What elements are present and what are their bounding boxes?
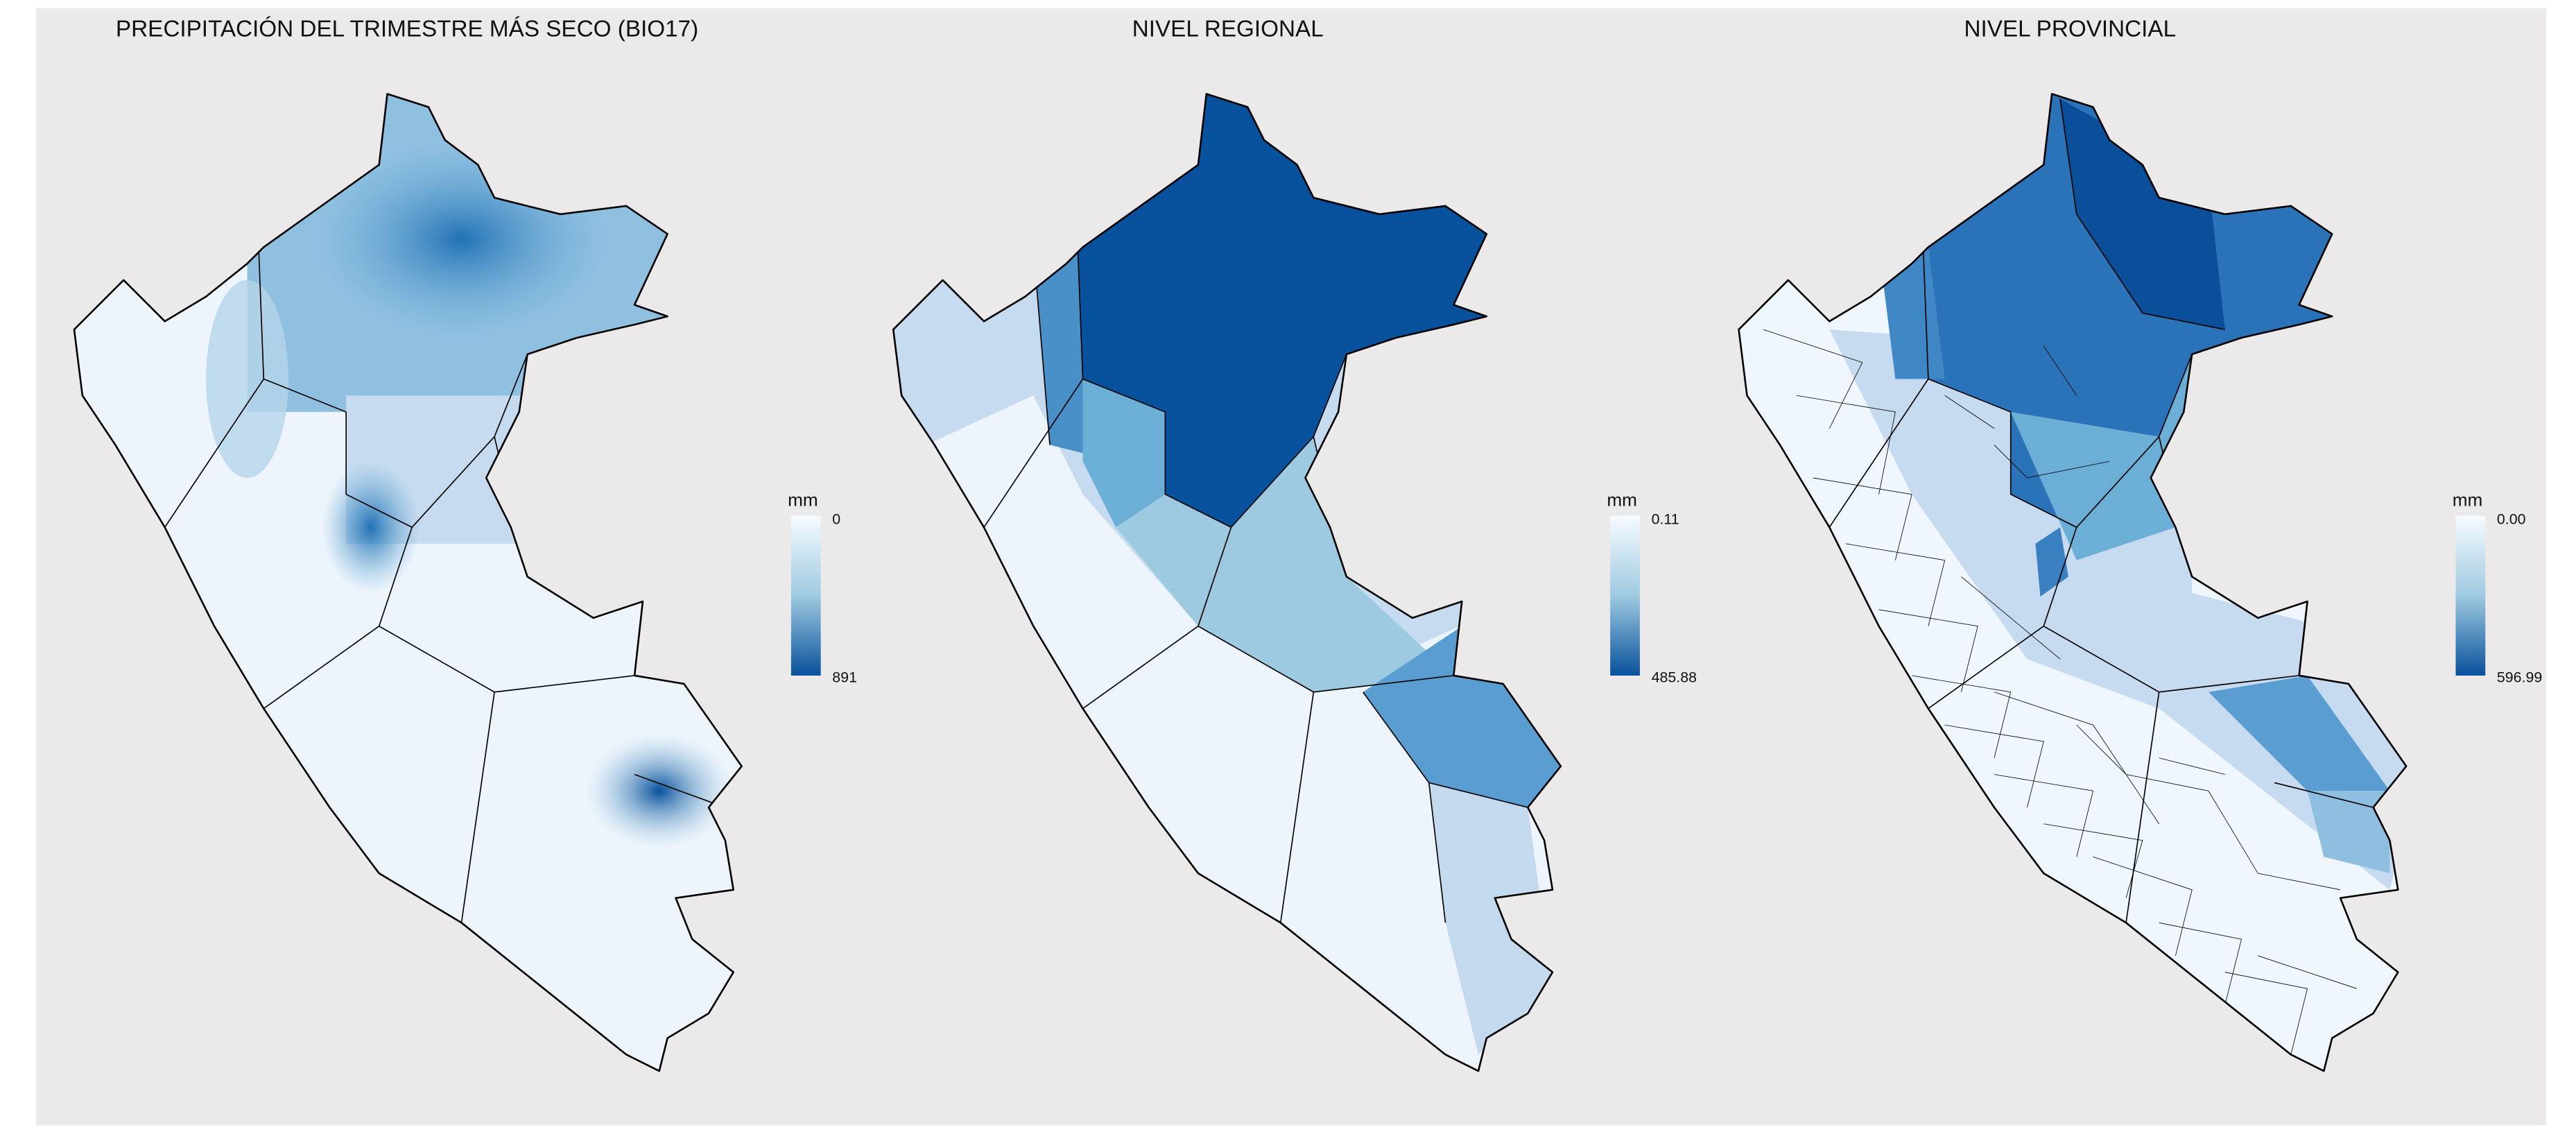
legend-max-label: 485.88 (1652, 669, 1697, 685)
legend-min-label: 0.00 (2497, 511, 2526, 527)
panel-title: NIVEL PROVINCIAL (1964, 16, 2177, 42)
legend-min-label: 0 (832, 511, 840, 527)
legend-title: mm (788, 489, 818, 510)
legend-colorbar (790, 515, 821, 676)
legend-colorbar (1610, 515, 1640, 676)
legend-title: mm (2453, 489, 2483, 510)
legend-max-label: 891 (832, 669, 857, 685)
panel-title: NIVEL REGIONAL (1132, 16, 1324, 42)
legend-min-label: 0.11 (1652, 511, 1679, 527)
legend-colorbar (2455, 515, 2486, 676)
legend-max-label: 596.99 (2497, 669, 2542, 685)
legend-title: mm (1607, 489, 1637, 510)
panel-title: PRECIPITACIÓN DEL TRIMESTRE MÁS SECO (BI… (116, 15, 698, 42)
